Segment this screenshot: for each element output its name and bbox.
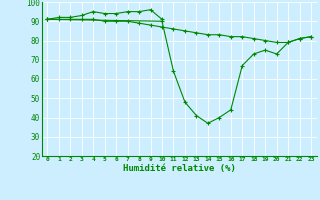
X-axis label: Humidité relative (%): Humidité relative (%) <box>123 164 236 173</box>
